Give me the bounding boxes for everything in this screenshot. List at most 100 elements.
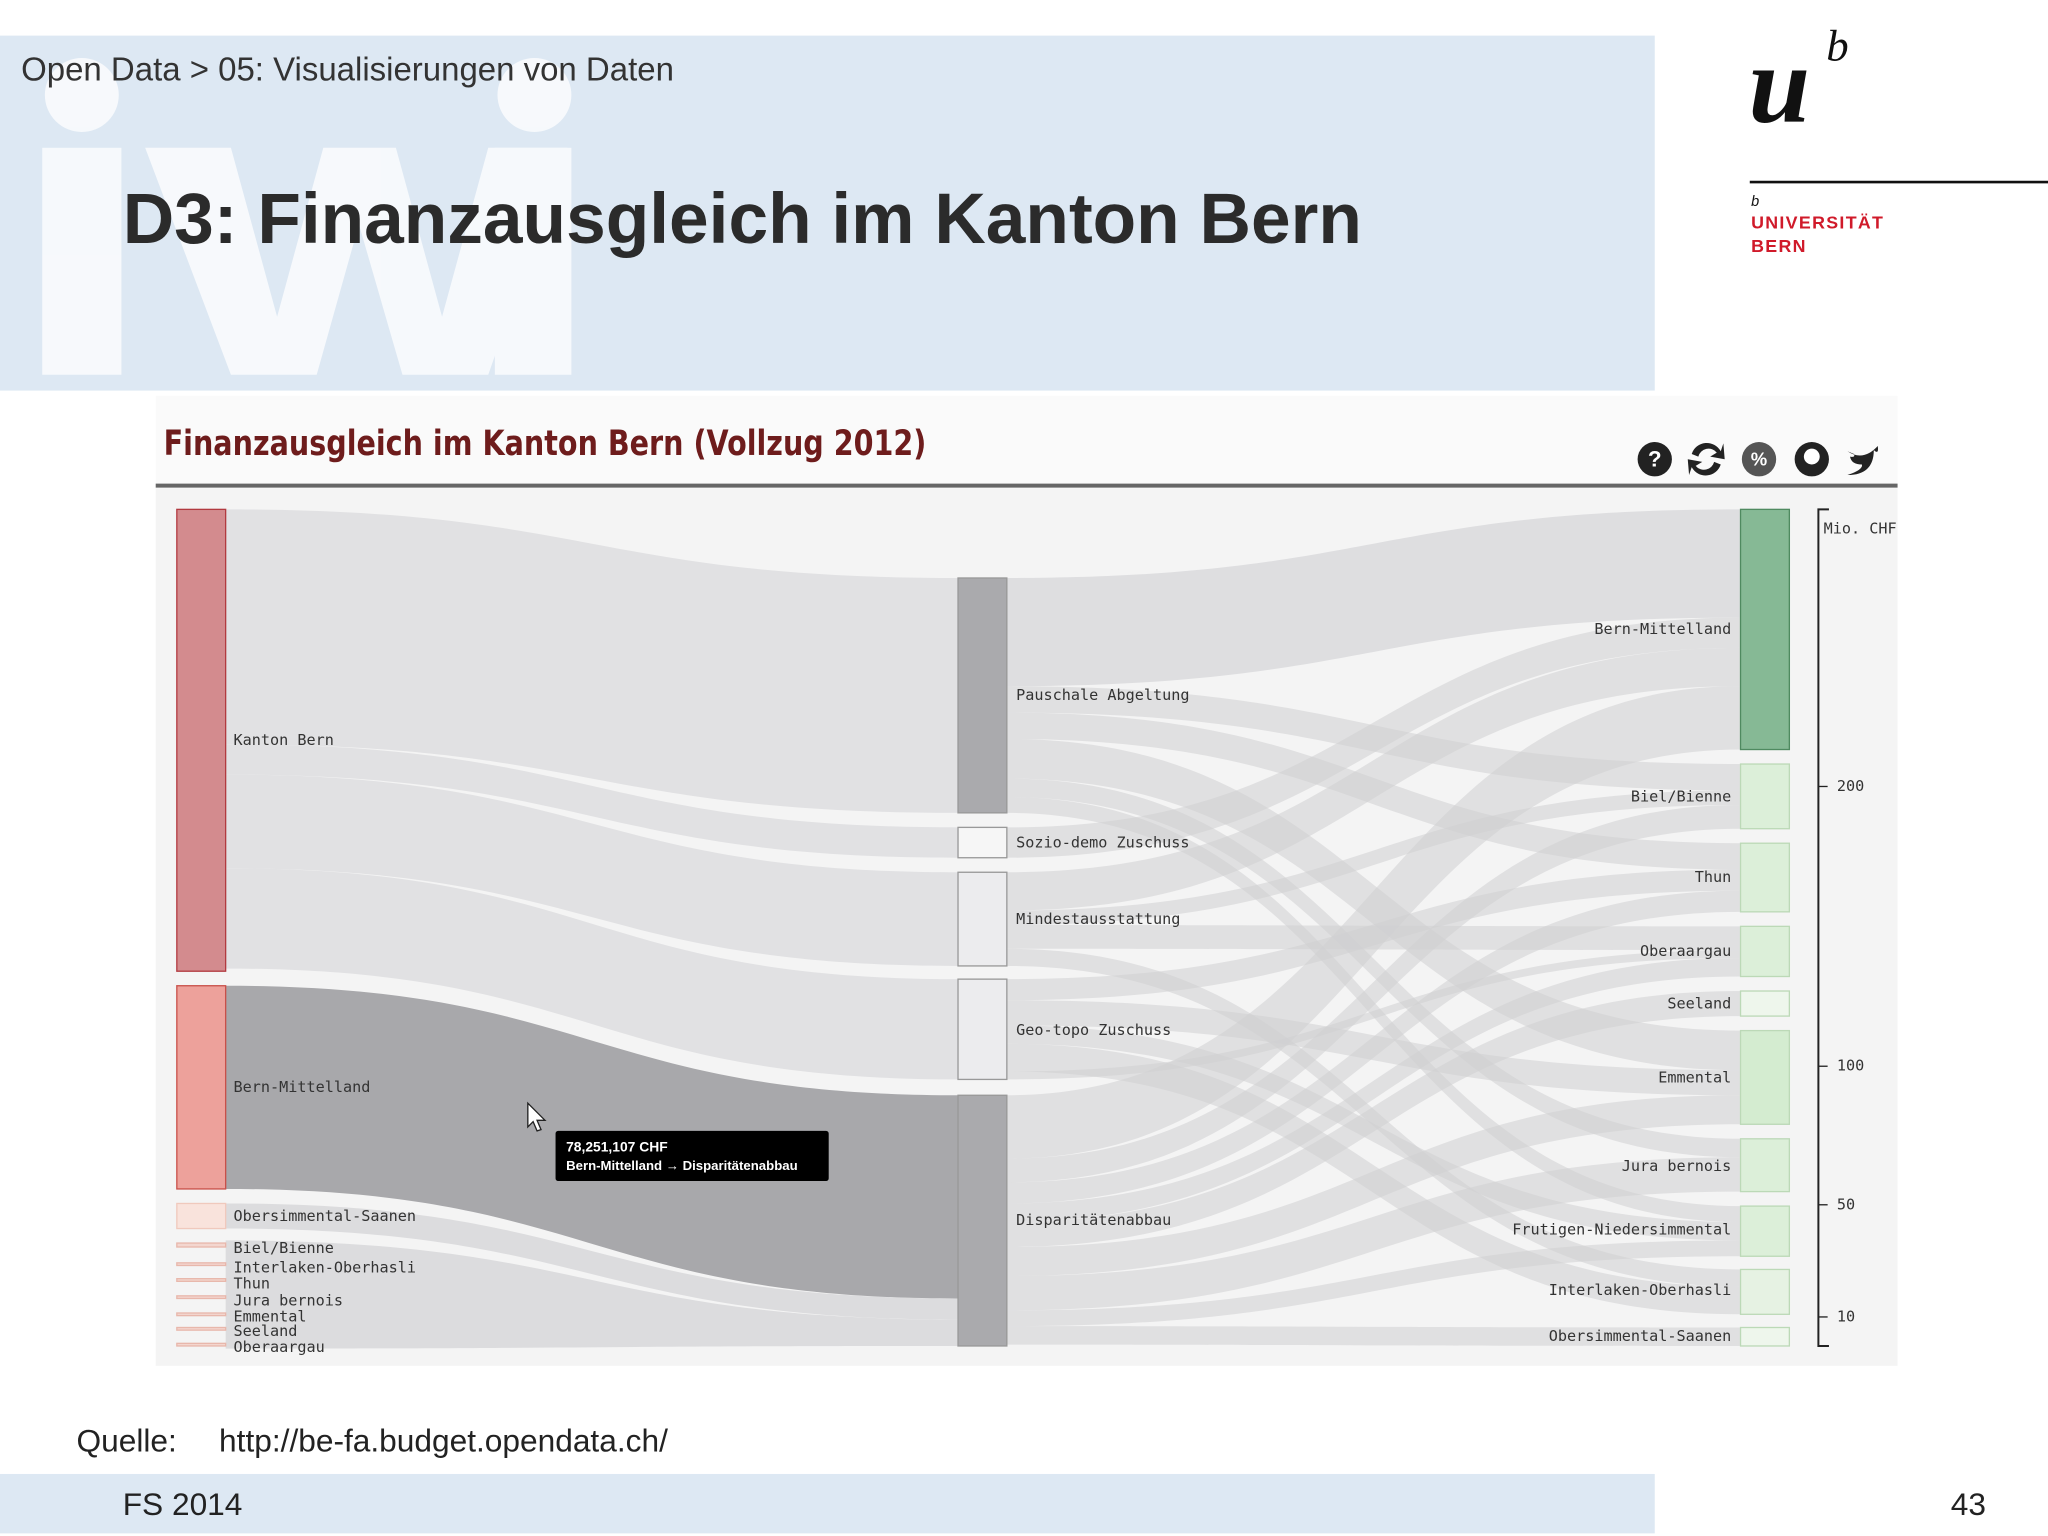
right-node-label: Biel/Bienne: [1631, 788, 1731, 806]
middle-node: [957, 978, 1008, 1081]
tooltip: [555, 1130, 829, 1182]
flow: [1006, 804, 1741, 1183]
twitter-icon[interactable]: [1847, 446, 1879, 476]
flow: [1006, 958, 1741, 1222]
right-node-label: Jura bernois: [1622, 1157, 1732, 1175]
right-node: [1739, 842, 1791, 913]
left-node: [176, 1242, 227, 1248]
flow: [225, 744, 959, 858]
right-node: [1739, 763, 1791, 830]
right-node: [1739, 1326, 1791, 1347]
scale-tick-label: 100: [1837, 1057, 1864, 1075]
flow: [1006, 778, 1741, 1158]
flow: [225, 509, 959, 813]
flow: [1006, 991, 1741, 1248]
logo-superscript: b: [1826, 21, 1848, 71]
source-url[interactable]: http://be-fa.budget.opendata.ch/: [219, 1423, 668, 1459]
scale-tick-label: 50: [1837, 1195, 1855, 1213]
left-node: [176, 1312, 227, 1317]
source-label: Quelle:: [77, 1423, 177, 1459]
flow: [1006, 790, 1741, 926]
help-icon[interactable]: [1637, 442, 1672, 477]
toolbar: ? %: [1637, 442, 1879, 477]
left-node-label: Bern-Mittelland: [234, 1078, 371, 1096]
scale-tick-label: 200: [1837, 777, 1864, 795]
middle-node-label: Sozio-demo Zuschuss: [1016, 834, 1189, 852]
page-number: 43: [1951, 1486, 1986, 1522]
flow: [1006, 1025, 1741, 1241]
left-node-label: Interlaken-Oberhasli: [234, 1259, 417, 1277]
right-node-label: Thun: [1695, 868, 1732, 886]
flow: [1006, 1326, 1741, 1346]
logo-small: b: [1751, 194, 1759, 210]
sankey: Kanton Bern Bern-Mittelland Obersimmental-…: [176, 508, 1897, 1356]
flow: [225, 868, 959, 1080]
flow: [1006, 1157, 1741, 1311]
flow: [1006, 509, 1741, 687]
watermark: [42, 58, 572, 375]
flow: [1006, 890, 1741, 1204]
left-node-label: Thun: [234, 1274, 271, 1292]
left-node: [176, 508, 227, 972]
refresh-icon[interactable]: [1687, 442, 1725, 476]
flow: [1006, 1240, 1741, 1327]
logo-letter: u: [1748, 22, 1810, 145]
scale-axis: [1817, 508, 1829, 1347]
left-node: [176, 985, 227, 1190]
flow: [1006, 686, 1741, 1159]
left-node-label: Seeland: [234, 1322, 298, 1340]
left-node: [176, 1278, 227, 1282]
right-node-label: Emmental: [1658, 1069, 1731, 1087]
course: FS 2014: [123, 1486, 243, 1522]
left-node: [176, 1342, 227, 1347]
flow: [1006, 647, 1741, 911]
footer-band: [0, 1473, 1655, 1534]
logo-line: UNIVERSITÄT: [1751, 212, 1884, 232]
left-node: [176, 1295, 227, 1300]
right-node: [1739, 925, 1791, 978]
right-node-label: Bern-Mittelland: [1594, 620, 1731, 638]
flow: [1006, 1095, 1741, 1277]
scale-tick-label: 10: [1837, 1307, 1855, 1325]
cursor: [527, 1101, 547, 1132]
left-node-label: Oberaargau: [234, 1338, 325, 1356]
flow: [1006, 797, 1741, 1222]
slide-title: D3: Finanzausgleich im Kanton Bern: [123, 179, 1362, 259]
flow: [225, 774, 959, 966]
flow: [1006, 617, 1741, 858]
left-node-label: Jura bernois: [234, 1292, 344, 1310]
middle-node-label: Mindestausstattung: [1016, 910, 1180, 928]
left-node-label: Kanton Bern: [234, 731, 334, 749]
right-node-label: Oberaargau: [1640, 942, 1731, 960]
middle-node-label: Geo-topo Zuschuss: [1016, 1021, 1171, 1039]
help-icon-label[interactable]: ?: [1648, 446, 1662, 471]
right-node: [1739, 990, 1791, 1017]
left-node-label: Biel/Bienne: [234, 1239, 334, 1257]
tooltip-amount: 78,251,107 CHF: [566, 1139, 668, 1155]
figure-title: Finanzausgleich im Kanton Bern (Vollzug …: [164, 424, 927, 464]
right-node-label: Obersimmental-Saanen: [1549, 1327, 1732, 1345]
left-node: [176, 1262, 227, 1267]
middle-node: [957, 577, 1008, 814]
flow: [1006, 950, 1741, 1080]
percent-icon[interactable]: [1741, 442, 1777, 477]
right-node: [1739, 1029, 1791, 1125]
left-node-label: Emmental: [234, 1307, 307, 1325]
percent-icon-label[interactable]: %: [1751, 448, 1767, 469]
scale-unit: Mio. CHF: [1824, 520, 1897, 538]
middle-node: [957, 1094, 1008, 1347]
flow: [225, 1203, 959, 1320]
middle-node: [957, 871, 1008, 967]
github-icon-inner: [1803, 448, 1820, 465]
left-node: [176, 1326, 227, 1331]
logo-line: BERN: [1751, 236, 1807, 256]
right-node-label: Seeland: [1667, 995, 1731, 1013]
right-node: [1739, 1268, 1791, 1315]
right-node: [1739, 1205, 1791, 1257]
breadcrumb: Open Data > 05: Visualisierungen von Dat…: [21, 50, 674, 87]
middle-node-label: Pauschale Abgeltung: [1016, 686, 1189, 704]
right-node: [1739, 1138, 1791, 1193]
right-node-label: Frutigen-Niedersimmental: [1512, 1220, 1731, 1238]
